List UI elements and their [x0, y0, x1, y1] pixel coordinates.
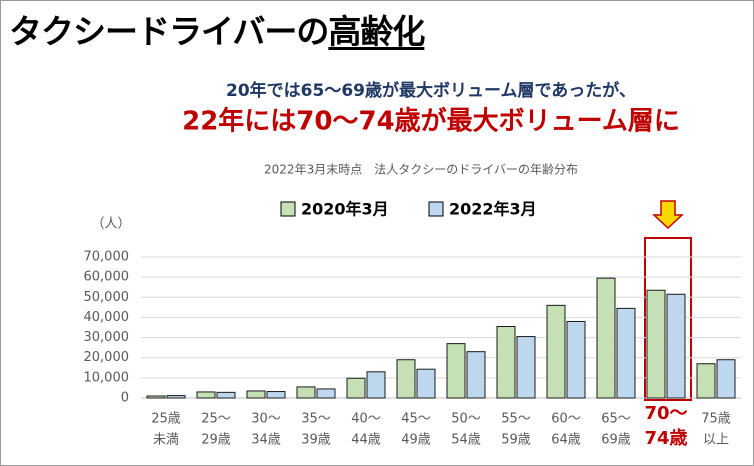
- bar: [646, 289, 666, 399]
- y-tick-label: 70,000: [84, 250, 130, 265]
- bar: [416, 368, 436, 399]
- title-text: タクシードライバーの: [9, 12, 329, 51]
- bar: [346, 377, 366, 399]
- subtitle: 20年では65～69歳が最大ボリューム層であったが、: [226, 80, 636, 101]
- x-tick-label: 54歳: [451, 433, 481, 448]
- x-tick-label: 40～: [351, 412, 381, 427]
- x-tick-label: 45～: [401, 412, 431, 427]
- chart-title: 2022年3月末時点 法人タクシーのドライバーの年齢分布: [264, 162, 578, 177]
- bar: [666, 293, 686, 399]
- x-tick-label: 65～: [601, 412, 631, 427]
- bar: [616, 307, 636, 399]
- x-tick-label: 49歳: [401, 433, 431, 448]
- y-tick-label: 60,000: [84, 270, 130, 285]
- x-tick-label: 74歳: [644, 428, 687, 449]
- bar: [516, 336, 536, 399]
- bar: [396, 359, 416, 399]
- x-tick-label: 25～: [201, 412, 231, 427]
- bar: [196, 391, 216, 399]
- x-tick-label: 55～: [501, 412, 531, 427]
- y-unit: （人）: [91, 217, 130, 232]
- y-tick-label: 50,000: [84, 290, 130, 305]
- x-tick-label: 69歳: [601, 433, 631, 448]
- x-tick-label: 以上: [703, 433, 729, 448]
- highlight-box: [644, 237, 692, 401]
- bar: [366, 371, 386, 399]
- x-tick-label: 59歳: [501, 433, 531, 448]
- bar: [246, 390, 266, 399]
- bar: [546, 304, 566, 399]
- bar: [716, 359, 736, 399]
- y-tick-label: 20,000: [84, 350, 130, 365]
- y-tick-label: 0: [121, 391, 129, 406]
- legend-label: 2022年3月: [449, 200, 537, 219]
- x-tick-label: 未満: [153, 433, 179, 448]
- legend-label: 2020年3月: [301, 200, 389, 219]
- bar: [296, 386, 316, 399]
- bar: [166, 395, 186, 399]
- headline: 22年には70～74歳が最大ボリューム層に: [182, 106, 680, 137]
- bar: [266, 391, 286, 399]
- bar: [496, 325, 516, 399]
- x-tick-label: 39歳: [301, 433, 331, 448]
- bar: [596, 277, 616, 399]
- x-tick-label: 35～: [301, 412, 331, 427]
- bar: [696, 363, 716, 399]
- bar: [216, 391, 236, 399]
- x-tick-label: 34歳: [251, 433, 281, 448]
- x-tick-label: 64歳: [551, 433, 581, 448]
- bar: [466, 351, 486, 399]
- x-tick-label: 50～: [451, 412, 481, 427]
- bar: [566, 320, 586, 399]
- y-tick-label: 40,000: [84, 310, 130, 325]
- slide-title: タクシードライバーの高齢化: [9, 5, 425, 53]
- y-tick-label: 30,000: [84, 330, 130, 345]
- x-tick-label: 29歳: [201, 433, 231, 448]
- x-tick-label: 25歳: [151, 412, 181, 427]
- highlight-arrow: [652, 200, 684, 230]
- x-tick-label: 30～: [251, 412, 281, 427]
- bar: [146, 395, 166, 399]
- legend-swatch: [428, 201, 444, 217]
- y-tick-label: 10,000: [84, 370, 130, 385]
- bar: [446, 343, 466, 399]
- bar: [316, 388, 336, 399]
- title-emphasis: 高齢化: [328, 12, 425, 51]
- x-tick-label: 44歳: [351, 433, 381, 448]
- legend-swatch: [280, 201, 296, 217]
- x-tick-label: 75歳: [701, 412, 731, 427]
- x-tick-label: 60～: [551, 412, 581, 427]
- x-tick-label: 70～: [644, 403, 687, 424]
